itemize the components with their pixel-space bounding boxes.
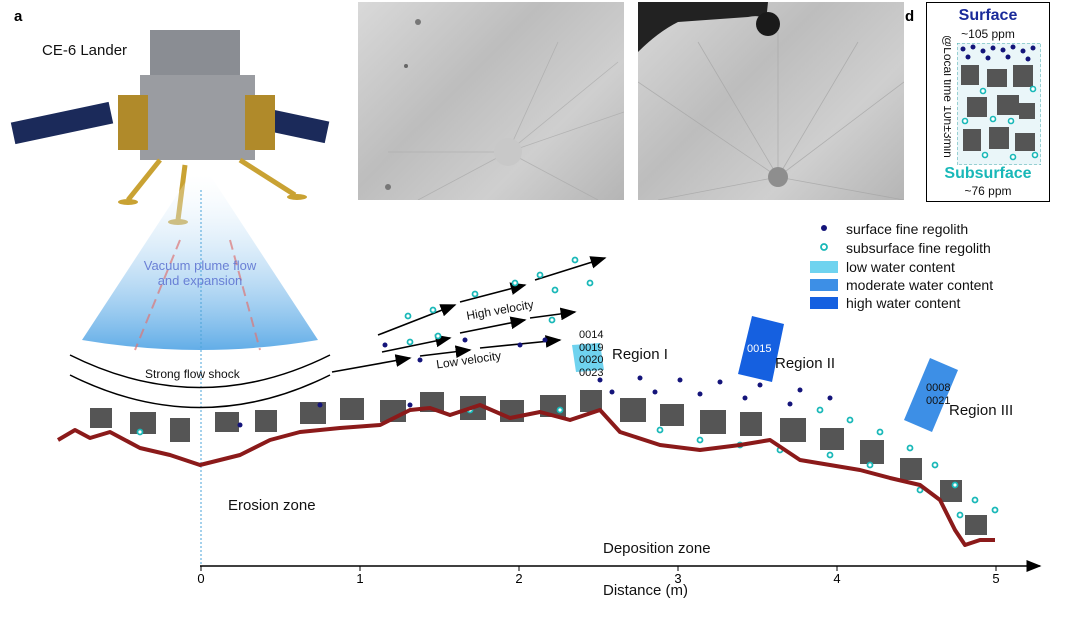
sample-id: 0021 [926, 395, 951, 407]
shock-arc-outer [69, 354, 331, 389]
legend-high-water: high water content [810, 294, 960, 312]
photo-c-texture [637, 2, 905, 201]
panel-letter-d: d [905, 8, 915, 25]
subsurface-label: Subsurface [944, 165, 1032, 182]
legend-subsurface-fine-regolith: subsurface fine regolith [810, 239, 991, 257]
sample-id: 0023 [579, 366, 604, 379]
sample-id: 0019 [579, 341, 604, 354]
photo-b-texture [385, 19, 625, 201]
panel-letter-a: a [14, 8, 23, 25]
legend-label: high water content [846, 295, 961, 311]
lander-title: CE-6 Lander [42, 42, 128, 59]
region-3-label: Region III [949, 402, 1014, 419]
region-2-sample: 0015 [747, 343, 772, 355]
region-3-samples: 0008 0021 [926, 382, 950, 408]
shock-label: Strong flow shock [145, 367, 240, 381]
region-2-label: Region II [775, 355, 836, 372]
legend-low-water: low water content [810, 258, 955, 276]
region-1-water-box [572, 343, 604, 372]
subsurface-regolith-rings [136, 256, 999, 519]
surface-dot-icon [810, 222, 838, 236]
legend-label: subsurface fine regolith [846, 240, 991, 256]
axis-tick-label: 0 [197, 571, 204, 586]
sample-id: 0014 [579, 329, 604, 341]
time-label-vertical: @Local time 10h±3min [941, 35, 951, 158]
surface-photo-c [637, 2, 905, 201]
moderate-water-swatch [810, 279, 838, 291]
terrain-profile-line [56, 403, 995, 547]
region-2-water-box [738, 316, 784, 382]
lander-illustration [10, 30, 330, 225]
plume-cone [82, 175, 318, 350]
region-1-samples: 0014 0019 0020 0023 [579, 329, 603, 379]
region-3-water-box [904, 358, 958, 432]
sample-id: 0008 [926, 382, 951, 394]
axis-tick-label: 2 [515, 571, 522, 586]
axis-label: Distance (m) [603, 582, 689, 599]
surface-regolith-dots [237, 337, 833, 428]
legend-label: moderate water content [846, 277, 994, 293]
region-1-label: Region I [612, 346, 668, 363]
legend-label: low water content [846, 259, 955, 275]
plume-label: Vacuum plume flow and expansion [143, 258, 257, 288]
low-water-swatch [810, 261, 838, 273]
axis-tick-label: 1 [356, 571, 363, 586]
legend-surface-fine-regolith: surface fine regolith [810, 220, 968, 238]
deposition-zone-label: Deposition zone [603, 540, 711, 557]
inset-d: Surface ~105 ppm @Local time 10h±3min Su… [926, 2, 1050, 202]
subsurface-ring-icon [810, 241, 838, 255]
axis-tick-label: 4 [833, 571, 840, 586]
legend-label: surface fine regolith [846, 221, 969, 237]
surface-ppm: ~105 ppm [961, 27, 1015, 41]
high-water-swatch [810, 297, 838, 309]
terrain-rocks [90, 390, 987, 535]
erosion-zone-label: Erosion zone [228, 497, 316, 514]
local-time-label: @Local time 10h±3min [941, 35, 951, 158]
shock-arc-inner [69, 374, 331, 409]
subsurface-ppm: ~76 ppm [964, 184, 1012, 198]
axis-tick-label: 3 [674, 571, 681, 586]
surface-photo-b [358, 2, 625, 201]
axis-tick-label: 5 [992, 571, 999, 586]
axis-ticks: 0 1 2 3 4 5 [197, 566, 1000, 586]
surface-label: Surface [958, 7, 1018, 24]
sample-id: 0020 [579, 354, 604, 366]
legend-moderate-water: moderate water content [810, 276, 993, 294]
regolith-column [957, 43, 1041, 165]
